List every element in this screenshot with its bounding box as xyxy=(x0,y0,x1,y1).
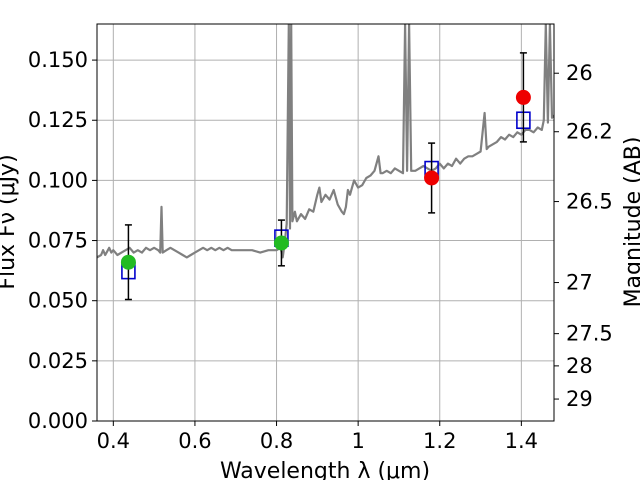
y2-tick-label: 26.2 xyxy=(566,120,613,144)
x-tick-label: 1 xyxy=(351,429,364,453)
x-tick-label: 0.8 xyxy=(260,429,293,453)
observed-point xyxy=(120,254,136,270)
y-axis-right: 26 26.2 26.5 27 27.5 28 29 xyxy=(554,61,613,411)
y2-axis-title: Magnitude (AB) xyxy=(621,137,640,308)
x-tick-label: 0.6 xyxy=(178,429,211,453)
spectrum-line xyxy=(97,24,554,259)
x-axis: 0.4 0.6 0.8 1 1.2 1.4 xyxy=(97,421,538,453)
y2-tick-label: 28 xyxy=(566,354,593,378)
y-tick-label: 0.075 xyxy=(28,229,88,253)
y-tick-label: 0.000 xyxy=(28,409,88,433)
y2-tick-label: 27.5 xyxy=(566,322,613,346)
grid-lines xyxy=(97,24,554,422)
y-tick-label: 0.025 xyxy=(28,349,88,373)
x-tick-label: 1.4 xyxy=(505,429,538,453)
y2-tick-label: 26.5 xyxy=(566,190,613,214)
x-axis-title: Wavelength λ (μm) xyxy=(220,459,430,480)
plot-area xyxy=(97,24,554,301)
y-tick-label: 0.150 xyxy=(28,48,88,72)
plot-frame xyxy=(96,23,555,422)
y-axis-title: Flux Fν (μJy) xyxy=(0,154,20,289)
y-axis-left: 0.000 0.025 0.050 0.075 0.100 0.125 0.150 xyxy=(28,48,97,433)
y2-tick-label: 27 xyxy=(566,271,593,295)
observed-point xyxy=(424,170,440,186)
y-tick-label: 0.125 xyxy=(28,108,88,132)
y2-tick-label: 26 xyxy=(566,61,593,85)
y2-tick-label: 29 xyxy=(566,387,593,411)
y-tick-label: 0.100 xyxy=(28,168,88,192)
x-tick-label: 0.4 xyxy=(97,429,130,453)
y-tick-label: 0.050 xyxy=(28,289,88,313)
observed-point xyxy=(515,89,531,105)
observed-point xyxy=(273,235,289,251)
x-tick-label: 1.2 xyxy=(423,429,456,453)
